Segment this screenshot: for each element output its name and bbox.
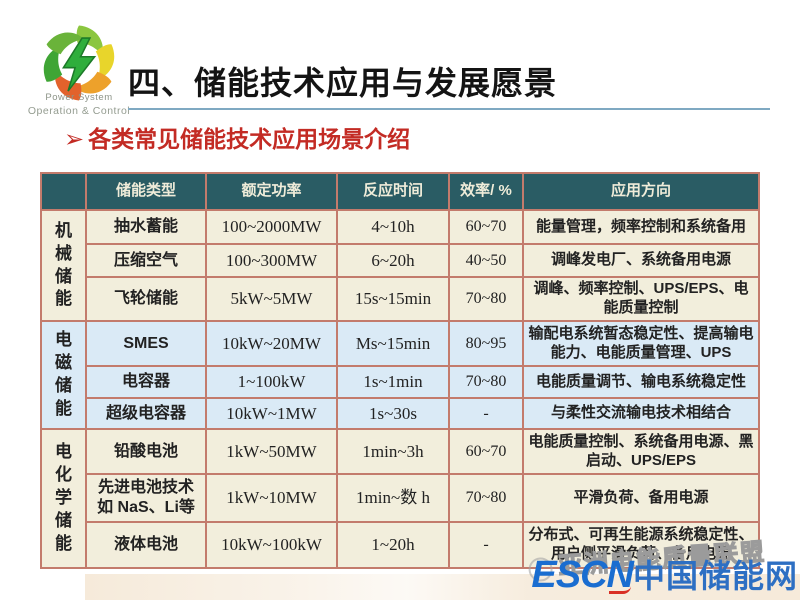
escn-logo: ESCN 中国储能网 bbox=[531, 551, 798, 597]
table-cell: 平滑负荷、备用电源 bbox=[522, 473, 760, 523]
column-header: 额定功率 bbox=[205, 172, 338, 211]
table-row: 机 械 储 能抽水蓄能 100~2000MW 4~10h 60~70 能量管理，频率控制… bbox=[40, 209, 760, 322]
table-cell: 抽水蓄能 bbox=[85, 209, 207, 245]
table-cell: 60~70 bbox=[448, 209, 524, 245]
table-row: 压缩空气 100~300MW 6~20h 40~50 调峰发电厂、系统备用电源 bbox=[41, 243, 760, 278]
storage-technology-table: 储能类型 额定功率 反应时间 效率/ % 应用方向 机 械 储 能抽水蓄能 100~200… bbox=[40, 172, 760, 569]
title-underline bbox=[128, 108, 770, 110]
escn-red-swoosh-icon bbox=[608, 586, 631, 594]
column-header bbox=[40, 172, 87, 211]
table-cell: 电能质量调节、输电系统稳定性 bbox=[522, 365, 760, 399]
table-cell: 能量管理，频率控制和系统备用 bbox=[522, 209, 760, 245]
table-cell: 70~80 bbox=[448, 473, 524, 523]
table-cell: Ms~15min bbox=[336, 320, 450, 367]
table-cell: 5kW~5MW bbox=[205, 276, 338, 322]
table-cell: - bbox=[448, 521, 524, 569]
column-header: 储能类型 bbox=[85, 172, 207, 211]
logo-text-line2: Operation & Control bbox=[27, 105, 131, 117]
logo-swirl-icon bbox=[43, 25, 115, 101]
table-cell: 1s~1min bbox=[336, 365, 450, 399]
table-cell: 超级电容器 bbox=[85, 397, 207, 430]
table-row: 电 磁 储 能 SMES 10kW~20MW Ms~15min 80~95 输配电系统暂态… bbox=[40, 320, 760, 430]
table-cell: 1~20h bbox=[336, 521, 450, 569]
column-header: 反应时间 bbox=[336, 172, 450, 211]
table-cell: 70~80 bbox=[448, 276, 524, 322]
storage-category-label: 机 械 储 能 bbox=[40, 209, 87, 322]
bottom-accent-band bbox=[85, 574, 800, 600]
table-cell: 电容器 bbox=[85, 365, 207, 399]
column-header: 效率/ % bbox=[448, 172, 524, 211]
table-row: 液体电池 10kW~100kW 1~20h - 分布式、可再生能源系统稳定性、用户侧平滑… bbox=[41, 521, 760, 569]
table-cell: 先进电池技术如 NaS、Li等 bbox=[85, 473, 207, 523]
table-row: 电 化 学 储 能铅酸电池 1kW~50MW 1min~3h 60~70 电能质量控制、… bbox=[40, 428, 760, 569]
column-header: 应用方向 bbox=[522, 172, 760, 211]
table-cell: 液体电池 bbox=[85, 521, 207, 569]
table-cell: 调峰、频率控制、UPS/EPS、电能质量控制 bbox=[522, 276, 760, 322]
table-cell: 4~10h bbox=[336, 209, 450, 245]
table-cell: 压缩空气 bbox=[85, 243, 207, 278]
table-cell: 6~20h bbox=[336, 243, 450, 278]
table-row: 飞轮储能 5kW~5MW 15s~15min 70~80 调峰、频率控制、UPS/EPS… bbox=[41, 276, 760, 322]
table-cell: 1min~3h bbox=[336, 428, 450, 475]
table-cell: 70~80 bbox=[448, 365, 524, 399]
table-cell: 1~100kW bbox=[205, 365, 338, 399]
table-cell: 10kW~20MW bbox=[205, 320, 338, 367]
table-cell: 铅酸电池 bbox=[85, 428, 207, 475]
storage-category-label: 电 化 学 储 能 bbox=[40, 428, 87, 569]
table-cell: 1s~30s bbox=[336, 397, 450, 430]
power-system-logo: Power System Operation & Control bbox=[20, 8, 138, 120]
table-cell: SMES bbox=[85, 320, 207, 367]
table-cell: 100~300MW bbox=[205, 243, 338, 278]
table-cell: 80~95 bbox=[448, 320, 524, 367]
table-cell: - bbox=[448, 397, 524, 430]
table-cell: 15s~15min bbox=[336, 276, 450, 322]
table-cell: 60~70 bbox=[448, 428, 524, 475]
table-cell: 飞轮储能 bbox=[85, 276, 207, 322]
table-cell: 100~2000MW bbox=[205, 209, 338, 245]
table-cell: 分布式、可再生能源系统稳定性、用户侧平滑负荷、备用电源 bbox=[522, 521, 760, 569]
table-row: 超级电容器 10kW~1MW 1s~30s - 与柔性交流输电技术相结合 bbox=[41, 397, 760, 430]
table-row: 电容器 1~100kW 1s~1min 70~80 电能质量调节、输电系统稳定性 bbox=[41, 365, 760, 399]
table-cell: 与柔性交流输电技术相结合 bbox=[522, 397, 760, 430]
subtitle-text: 各类常见储能技术应用场景介绍 bbox=[88, 126, 411, 152]
table-cell: 40~50 bbox=[448, 243, 524, 278]
table-row: 先进电池技术如 NaS、Li等 1kW~10MW 1min~数 h 70~80 平滑负荷… bbox=[41, 473, 760, 523]
table-cell: 1kW~50MW bbox=[205, 428, 338, 475]
table-cell: 电能质量控制、系统备用电源、黑启动、UPS/EPS bbox=[522, 428, 760, 475]
table-cell: 10kW~100kW bbox=[205, 521, 338, 569]
storage-category-label: 电 磁 储 能 bbox=[40, 320, 87, 430]
table-cell: 输配电系统暂态稳定性、提高输电能力、电能质量管理、UPS bbox=[522, 320, 760, 367]
table-cell: 1min~数 h bbox=[336, 473, 450, 523]
page-title: 四、储能技术应用与发展愿景 bbox=[128, 65, 558, 101]
escn-chinese-name: 中国储能网 bbox=[632, 558, 798, 594]
logo-text-line1: Power System bbox=[45, 92, 113, 103]
arrow-bullet-icon: ➢ bbox=[64, 126, 85, 153]
table-header-row: 储能类型 额定功率 反应时间 效率/ % 应用方向 bbox=[40, 172, 760, 211]
escn-wordmark: ESCN bbox=[531, 554, 634, 596]
table-cell: 1kW~10MW bbox=[205, 473, 338, 523]
section-subtitle: ➢ 各类常见储能技术应用场景介绍 bbox=[64, 120, 764, 154]
lightning-bolt-icon bbox=[61, 37, 97, 92]
table-cell: 10kW~1MW bbox=[205, 397, 338, 430]
table-cell: 调峰发电厂、系统备用电源 bbox=[522, 243, 760, 278]
